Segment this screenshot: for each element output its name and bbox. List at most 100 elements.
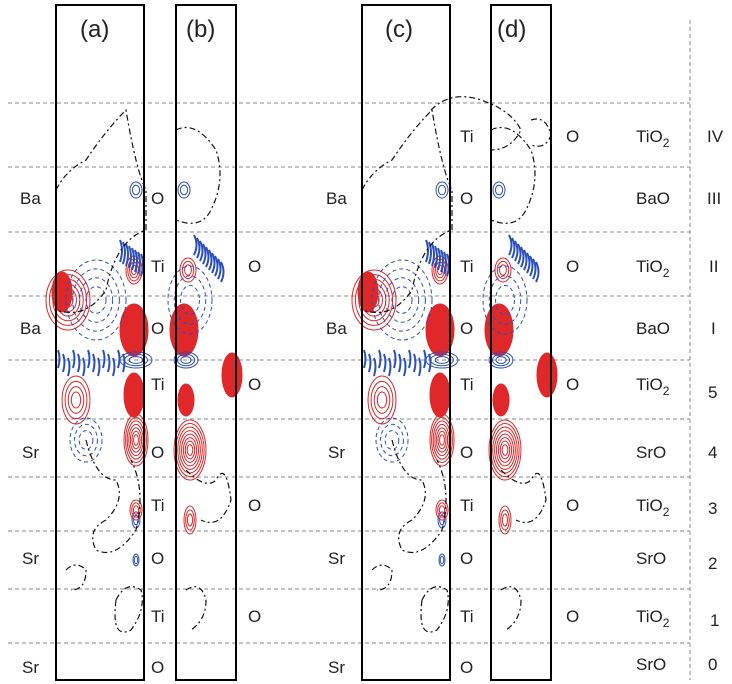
negative-contour <box>220 261 225 283</box>
negative-contour <box>85 286 107 314</box>
negative-contour <box>176 353 196 367</box>
panel-label-b: (b) <box>186 16 216 43</box>
negative-contour <box>119 351 153 369</box>
negative-contour <box>526 252 531 274</box>
negative-contour <box>430 353 454 367</box>
atom-label-inner-cd-8: Ti <box>460 607 474 626</box>
layer-index-I: I <box>711 319 716 338</box>
zero-contour <box>85 439 141 554</box>
negative-contour <box>78 430 94 450</box>
positive-contour <box>370 380 394 420</box>
negative-contour <box>523 249 528 271</box>
negative-contour <box>196 237 201 259</box>
negative-contour <box>179 184 189 196</box>
negative-contour <box>384 430 400 450</box>
negative-contour <box>122 241 126 265</box>
positive-contour <box>351 269 397 331</box>
layer-name-I: BaO <box>636 319 671 338</box>
layer-index-1: 1 <box>710 611 720 630</box>
atom-label-inner-cd-5: O <box>460 443 474 462</box>
negative-contour <box>532 258 537 280</box>
atom-label-left-ab-7: Sr <box>22 549 39 568</box>
zero-contour <box>114 586 143 633</box>
atom-label-left-ab-9: Sr <box>22 658 39 677</box>
negative-contour <box>388 357 392 377</box>
positive-contour <box>181 260 195 280</box>
negative-contour <box>180 284 200 316</box>
atom-label-inner-ab-2: Ti <box>151 257 165 276</box>
layer-index-5: 5 <box>708 383 718 402</box>
negative-contour <box>375 417 409 463</box>
negative-contour <box>217 258 222 280</box>
positive-contour <box>70 391 82 409</box>
negative-contour <box>437 184 447 196</box>
layer-index-4: 4 <box>708 443 718 462</box>
negative-contour <box>134 249 138 273</box>
positive-contour <box>131 430 141 450</box>
positive-contour <box>186 513 194 527</box>
atom-label-left-ab-5: Sr <box>22 443 39 462</box>
positive-contour <box>373 386 391 414</box>
negative-contour <box>177 181 191 199</box>
negative-contour <box>133 514 139 526</box>
negative-contour <box>418 357 422 377</box>
negative-contour <box>132 553 140 567</box>
atom-label-right-cd-6: O <box>566 496 580 515</box>
negative-contour <box>74 423 98 457</box>
positive-contour <box>133 434 139 446</box>
negative-contour <box>102 349 106 369</box>
negative-contour <box>122 353 126 373</box>
negative-contour <box>373 357 377 377</box>
atom-label-inner-ab-4: Ti <box>151 375 165 394</box>
positive-contour <box>435 499 449 521</box>
atom-label-right-ab-2: O <box>248 257 262 276</box>
negative-contour <box>413 353 417 373</box>
negative-contour <box>488 275 522 325</box>
atom-label-right-ab-8: O <box>248 607 262 626</box>
positive-contour <box>501 513 509 527</box>
negative-contour <box>193 234 198 256</box>
positive-contour <box>67 386 85 414</box>
negative-contour <box>403 357 407 377</box>
panel-label-c: (c) <box>385 16 413 43</box>
zero-contour <box>500 469 547 524</box>
negative-contour <box>514 240 519 262</box>
layer-name-5: TiO2 <box>636 375 670 398</box>
negative-contour <box>520 246 525 268</box>
atom-label-inner-ab-5: O <box>151 443 165 462</box>
positive-contour <box>185 509 195 531</box>
zero-contour <box>530 118 552 147</box>
atom-label-inner-cd-3: O <box>460 319 474 338</box>
positive-contour <box>500 509 510 531</box>
panel-c <box>361 4 451 681</box>
negative-contour <box>65 259 127 341</box>
positive-contour <box>501 444 509 456</box>
negative-contour <box>128 245 132 269</box>
negative-contour <box>87 349 91 369</box>
negative-contour <box>72 268 120 332</box>
layer-index-IV: IV <box>707 127 724 146</box>
positive-contour <box>432 420 452 460</box>
negative-contour <box>428 241 432 265</box>
negative-contour <box>67 357 71 377</box>
negative-contour <box>363 349 367 369</box>
atom-label-left-cd-3: Ba <box>326 319 347 338</box>
panel-d <box>490 4 552 681</box>
negative-contour <box>482 265 528 335</box>
negative-contour <box>384 277 420 323</box>
negative-contour <box>440 249 444 273</box>
negative-contour <box>428 353 432 373</box>
negative-contour <box>107 353 111 373</box>
atom-label-inner-ab-1: O <box>151 189 165 208</box>
negative-contour <box>529 255 534 277</box>
negative-contour <box>494 184 504 196</box>
positive-contour <box>437 502 447 518</box>
positive-contour <box>376 391 388 409</box>
positive-lobe <box>484 303 514 357</box>
negative-contour <box>72 349 76 369</box>
positive-contour <box>496 260 510 280</box>
negative-contour <box>125 243 129 267</box>
positive-contour <box>367 375 397 425</box>
positive-contour <box>186 444 194 456</box>
